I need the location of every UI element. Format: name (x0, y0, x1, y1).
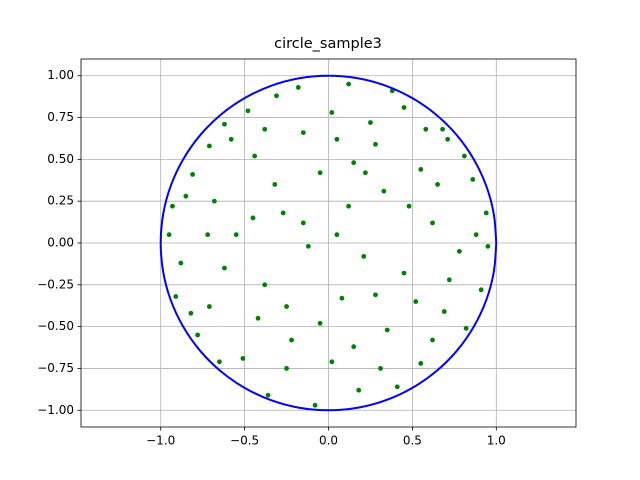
point (317, 320, 323, 326)
point (284, 304, 289, 309)
point (245, 108, 251, 114)
y-tick-label: 0.75 (47, 110, 74, 124)
x-tick-label: 0.0 (319, 434, 338, 448)
point (252, 153, 258, 159)
point (272, 182, 278, 187)
point (170, 203, 175, 209)
point (206, 304, 212, 309)
point (381, 188, 387, 194)
point (346, 203, 352, 209)
point (373, 292, 378, 298)
x-tick-label: 1.0 (487, 434, 506, 448)
point (423, 126, 429, 132)
point (401, 105, 407, 110)
y-tick-label: −1.00 (37, 403, 74, 417)
y-tick-label: −0.25 (37, 277, 74, 291)
point (217, 359, 222, 365)
point (435, 182, 440, 187)
line (159, 74, 498, 412)
point (351, 160, 357, 166)
point (441, 309, 447, 314)
point (463, 325, 469, 331)
point (394, 384, 400, 390)
point (195, 332, 201, 338)
point (300, 220, 306, 226)
point (178, 260, 184, 266)
point (262, 126, 268, 132)
point (166, 232, 172, 238)
point (440, 126, 446, 132)
y-tick-label: 0.00 (47, 236, 74, 250)
point (462, 153, 467, 159)
point (190, 172, 195, 177)
point (368, 120, 373, 125)
point (351, 344, 357, 350)
point (418, 167, 424, 172)
point (473, 232, 479, 238)
x-tick-label: 0.5 (403, 434, 422, 448)
point (262, 282, 268, 288)
point (446, 277, 452, 283)
point (300, 130, 306, 136)
point (346, 81, 352, 87)
point (280, 210, 286, 216)
point (312, 402, 318, 408)
point (274, 93, 279, 99)
point (485, 243, 491, 249)
point (483, 210, 489, 216)
plot-frame (80, 58, 577, 428)
point (363, 170, 368, 176)
point (445, 136, 451, 142)
point (305, 243, 311, 249)
x-tick-label: −0.5 (230, 434, 259, 448)
point (401, 270, 407, 276)
point (334, 136, 340, 142)
point (356, 387, 362, 393)
point (378, 366, 383, 371)
point (295, 85, 301, 90)
point (418, 361, 424, 366)
point (205, 232, 211, 238)
point (478, 287, 484, 293)
x-tick-label: −1.0 (146, 434, 175, 448)
chart-title: circle_sample3 (274, 36, 382, 52)
point (284, 366, 289, 371)
point (406, 203, 412, 209)
point (250, 215, 256, 221)
point (413, 299, 419, 304)
point (255, 315, 261, 321)
point (183, 193, 189, 199)
y-tick-label: −0.50 (37, 319, 74, 333)
point (289, 337, 294, 343)
point (222, 121, 227, 127)
point (329, 110, 335, 115)
point (317, 170, 323, 176)
point (373, 141, 378, 147)
point (206, 143, 212, 149)
point (233, 232, 239, 238)
y-tick-label: 1.00 (47, 68, 74, 82)
point (222, 265, 227, 271)
point (430, 220, 435, 226)
point (173, 294, 179, 299)
point (430, 337, 435, 343)
point (470, 177, 476, 182)
y-tick-label: −0.75 (37, 361, 74, 375)
point (361, 253, 367, 259)
point (384, 327, 390, 333)
y-tick-label: 0.25 (47, 194, 74, 208)
point (265, 392, 271, 398)
point (334, 232, 340, 238)
point (339, 295, 345, 301)
point (240, 356, 246, 361)
point (456, 248, 462, 254)
point (211, 198, 217, 204)
point (188, 310, 194, 316)
y-tick-label: 0.50 (47, 152, 74, 166)
point (329, 359, 335, 365)
point (228, 136, 234, 142)
